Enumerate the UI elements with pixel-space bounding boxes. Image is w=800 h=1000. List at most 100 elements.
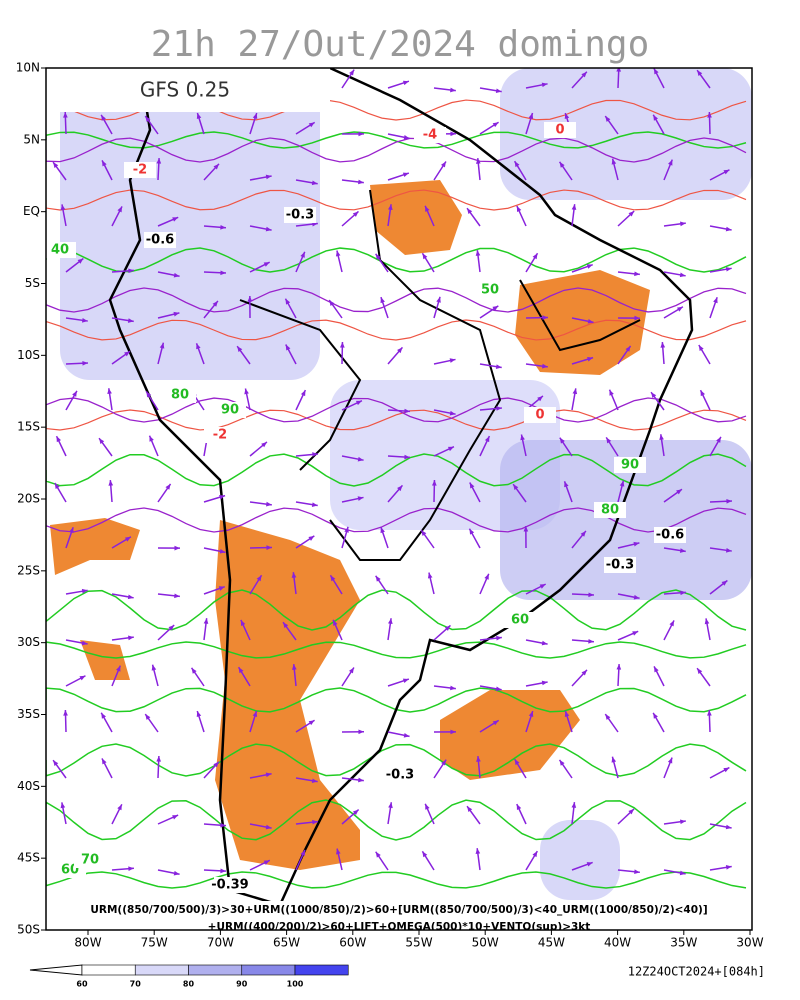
contour-line <box>46 507 747 533</box>
wind-arrow-head <box>311 180 318 186</box>
contour-label: -0.6 <box>656 528 684 543</box>
contour-label: 90 <box>621 458 639 473</box>
wind-arrow-head <box>476 756 481 762</box>
wind-arrow-head <box>388 618 393 625</box>
wind-arrow-head <box>669 620 675 627</box>
wind-arrow-head <box>516 804 522 811</box>
wind-arrow-head <box>586 862 593 867</box>
wind-arrow-head <box>348 667 354 674</box>
wind-arrow-head <box>60 802 66 809</box>
wind-arrow-head <box>349 69 355 76</box>
lon-label: 40W <box>604 936 631 950</box>
wind-arrow-head <box>588 638 594 644</box>
wind-arrow-head <box>220 822 226 828</box>
contour-label: -0.6 <box>146 233 174 248</box>
lon-label: 50W <box>472 936 499 950</box>
wind-arrow-head <box>53 162 59 169</box>
lat-label: 15S <box>17 420 40 434</box>
contour-line <box>46 641 747 659</box>
wind-arrow-head <box>329 300 335 306</box>
contour-line <box>46 137 747 163</box>
wind-arrow-head <box>219 548 226 554</box>
wind-arrow-head <box>572 388 578 395</box>
wind-arrow-head <box>256 575 262 582</box>
wind-arrow-head <box>680 819 686 825</box>
lon-label: 55W <box>405 936 432 950</box>
contour-label-bg <box>46 242 76 258</box>
colorbar-label: 90 <box>236 980 248 989</box>
wind-arrow-head <box>606 437 612 444</box>
contour-line <box>46 453 747 487</box>
wind-arrow-head <box>311 778 318 784</box>
colorbar-segment <box>188 964 243 976</box>
wind-arrow-head <box>220 224 226 230</box>
wind-arrow-head <box>716 436 721 443</box>
colorbar-label: 80 <box>183 980 195 989</box>
wind-arrow-head <box>203 618 209 624</box>
wind-arrow-head <box>380 297 385 304</box>
wind-arrow-head <box>358 131 364 137</box>
wind-arrow-head <box>440 161 446 168</box>
wind-arrow-head <box>261 441 267 448</box>
wind-arrow-head <box>79 675 86 681</box>
wind-arrow-head <box>539 584 546 589</box>
lat-label: 30S <box>17 635 40 649</box>
contour-line <box>46 397 747 423</box>
wind-arrow-head <box>102 160 107 167</box>
wind-arrow-head <box>713 297 718 304</box>
lon-label: 45W <box>538 936 565 950</box>
wind-arrow-head <box>422 253 428 260</box>
wind-arrow-head <box>450 87 456 93</box>
wind-arrow-head <box>667 757 673 764</box>
wind-arrow-head <box>333 619 338 626</box>
wind-arrow-head <box>352 211 359 217</box>
wind-arrow-head <box>107 388 112 395</box>
wind-arrow-head <box>725 266 732 272</box>
wind-arrow-head <box>559 759 565 766</box>
wind-arrow-head <box>422 851 428 858</box>
wind-arrow-head <box>101 758 107 765</box>
contour-label: 0 <box>535 408 544 423</box>
contour-line <box>46 871 747 889</box>
wind-arrow-head <box>581 71 587 78</box>
wind-arrow-head <box>628 808 635 815</box>
contour-label: 90 <box>221 403 239 418</box>
contour-line <box>46 319 747 341</box>
wind-arrow-head <box>165 483 171 490</box>
model-label: GFS 0.25 <box>140 78 230 102</box>
wind-arrow-head <box>124 536 131 542</box>
wind-arrow-head <box>159 342 165 349</box>
wind-arrow-head <box>218 586 225 591</box>
wind-arrow-head <box>654 666 659 673</box>
wind-arrow-head <box>174 545 180 551</box>
wind-arrow-head <box>56 436 62 443</box>
orange-area <box>370 180 462 255</box>
wind-arrow-head <box>82 360 88 366</box>
colorbar-label: 100 <box>287 980 304 989</box>
wind-arrow-head <box>588 592 594 598</box>
wind-arrow-head <box>605 714 611 720</box>
wind-arrow-head <box>725 226 732 232</box>
formula-band <box>46 901 752 930</box>
wind-arrow-head <box>63 112 68 118</box>
contour-line <box>46 743 747 777</box>
contour-label: -0.3 <box>606 558 634 573</box>
wind-arrow-head <box>300 251 305 258</box>
wind-arrow-head <box>725 824 732 830</box>
contour-line <box>46 687 747 713</box>
wind-arrow-head <box>156 756 162 762</box>
wind-arrow-head <box>609 389 614 396</box>
wind-arrow-head <box>632 631 639 636</box>
wind-arrow-head <box>308 720 315 726</box>
contour-label-bg <box>414 127 446 143</box>
lat-label: 35S <box>17 707 40 721</box>
wind-arrow-head <box>291 572 297 578</box>
wind-arrow-head <box>467 806 473 813</box>
contour-line <box>46 589 747 631</box>
wind-arrow-head <box>81 588 88 594</box>
wind-arrow-head <box>581 669 587 676</box>
wind-arrow-head <box>723 767 730 773</box>
wind-arrow-head <box>668 159 673 166</box>
wind-arrow-head <box>450 131 456 137</box>
wind-arrow-head <box>99 438 105 445</box>
